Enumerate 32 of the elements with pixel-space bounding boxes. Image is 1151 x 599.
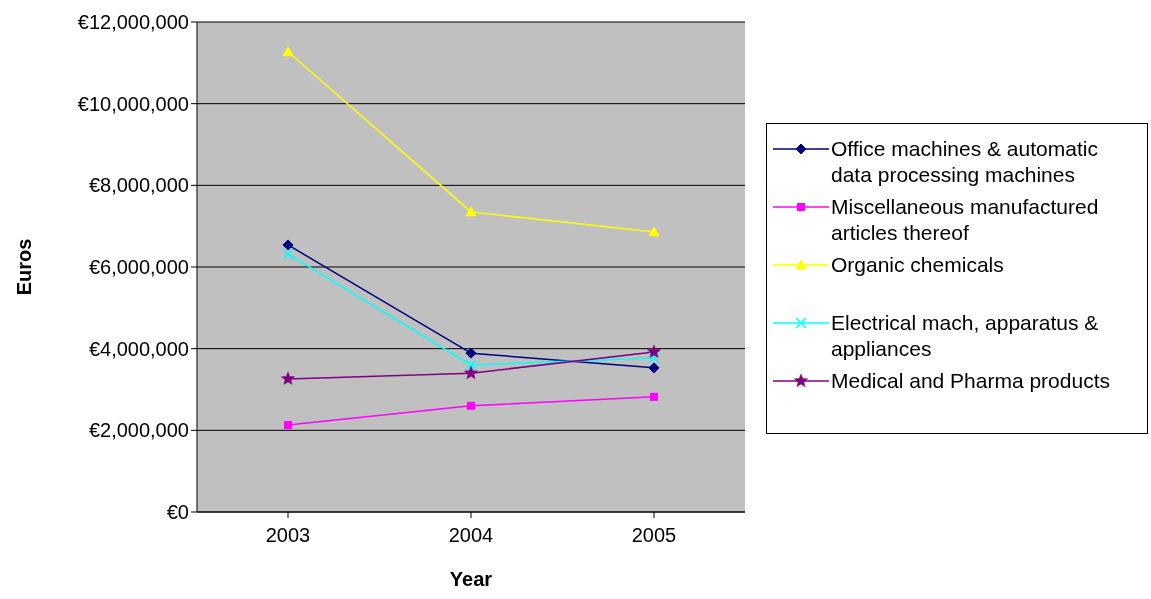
point — [464, 365, 478, 380]
point — [284, 421, 292, 430]
point — [465, 359, 477, 371]
y-tick-label: €4,000,000 — [88, 337, 189, 360]
y-tick-label: €10,000,000 — [77, 92, 189, 115]
legend-label: Medical and Pharma products — [831, 368, 1110, 394]
x-tick-label: 2005 — [631, 524, 677, 547]
point — [282, 239, 294, 251]
point — [282, 248, 294, 260]
x-tick-label: 2003 — [265, 524, 311, 547]
y-tick-label: €0 — [166, 501, 189, 524]
point — [650, 392, 658, 401]
legend-label: Miscellaneous manufactured articles thereof — [831, 194, 1100, 246]
legend-label: Electrical mach, apparatus & appliances — [831, 310, 1100, 362]
point — [467, 401, 475, 410]
legend-label: Organic chemicals — [831, 252, 1004, 278]
x-tick-label: 2004 — [448, 524, 494, 547]
y-tick-label: €12,000,000 — [77, 11, 189, 34]
point — [281, 371, 295, 385]
legend-label: Office machines & automatic data processing machines — [831, 136, 1099, 188]
point — [647, 344, 661, 358]
y-axis-title: Euros — [13, 238, 36, 296]
point — [648, 352, 660, 364]
y-tick-label: €6,000,000 — [88, 256, 189, 279]
x-axis-title: Year — [449, 568, 493, 590]
y-tick-label: €8,000,000 — [88, 174, 189, 197]
point — [648, 362, 660, 374]
y-tick-label: €2,000,000 — [88, 419, 189, 442]
point — [465, 347, 477, 359]
point — [465, 206, 477, 217]
point — [282, 46, 294, 57]
point — [648, 226, 660, 237]
